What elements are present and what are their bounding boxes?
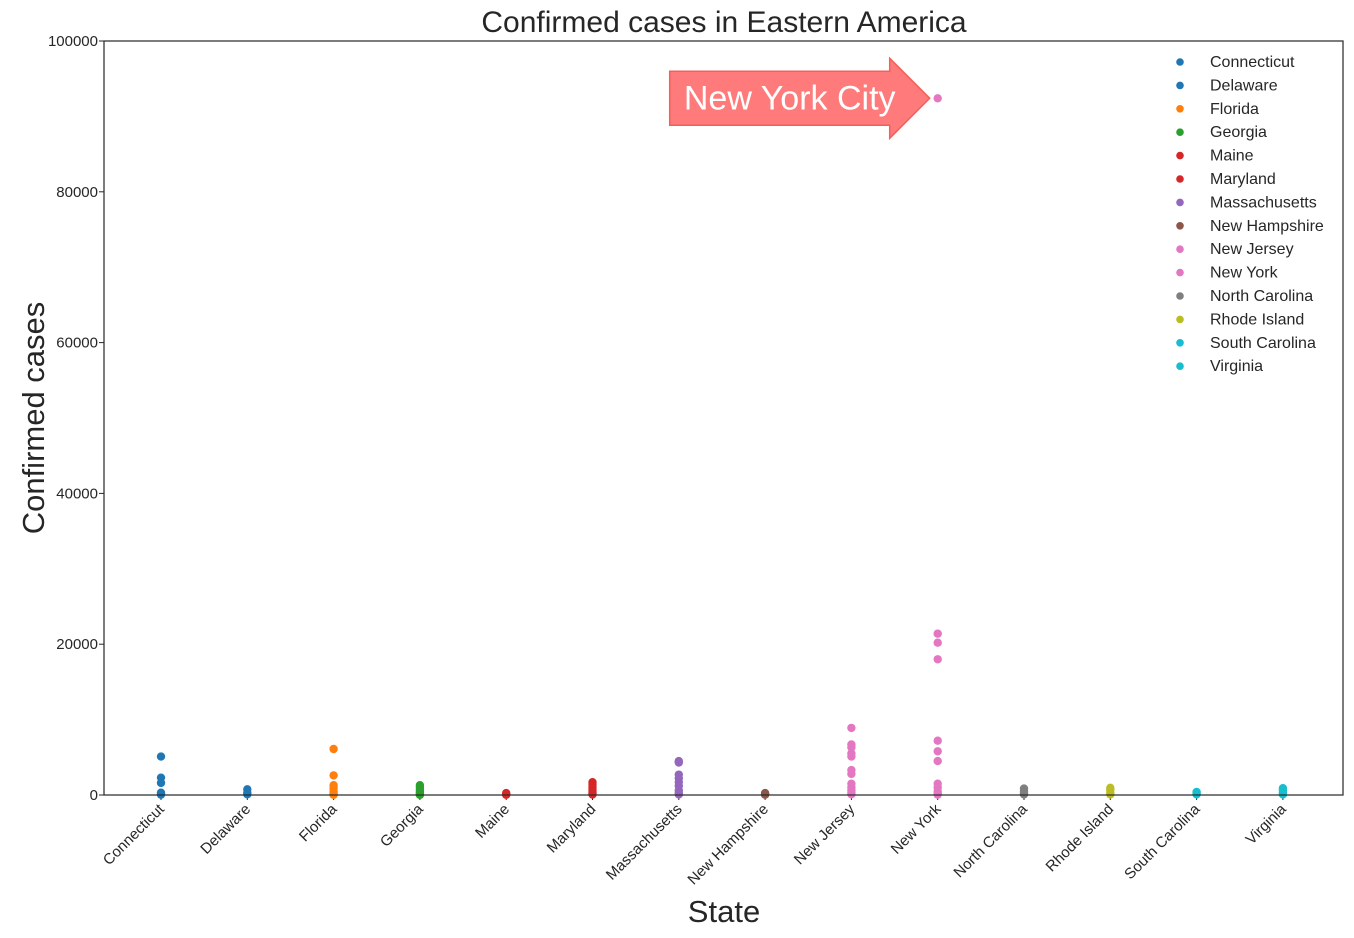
data-point (847, 723, 856, 733)
data-point (933, 747, 942, 756)
data-point (933, 94, 942, 103)
legend-marker (1176, 105, 1184, 113)
data-point (847, 790, 856, 799)
legend-label: New Hampshire (1210, 218, 1324, 235)
legend-marker (1176, 128, 1184, 136)
x-tick-label: South Carolina (1121, 800, 1204, 883)
data-point (847, 752, 856, 761)
annotation-label: New York City (684, 79, 896, 117)
data-point (933, 736, 942, 745)
data-point (329, 771, 338, 780)
annotation-arrow (668, 56, 931, 141)
y-axis-label: Confirmed cases (16, 302, 51, 535)
data-point (933, 756, 942, 766)
legend-label: Georgia (1210, 124, 1267, 141)
legend-label: Rhode Island (1210, 311, 1304, 328)
chart-title: Confirmed cases in Eastern America (481, 6, 967, 39)
x-tick-label: Delaware (197, 801, 254, 858)
legend-marker (1176, 151, 1184, 160)
data-point (674, 758, 683, 767)
x-tick-label: New Jersey (791, 800, 859, 868)
plot-frame (103, 40, 1344, 796)
data-point (847, 743, 856, 752)
legend-label: New York (1210, 265, 1279, 282)
x-tick-label: Florida (296, 800, 341, 845)
legend-label: New Jersey (1210, 241, 1294, 258)
x-tick-label: New Hampshire (684, 801, 771, 888)
y-tick-label: 60000 (56, 335, 98, 352)
legend-marker (1176, 222, 1184, 230)
legend-label: Delaware (1210, 77, 1278, 94)
legend-label: Connecticut (1210, 54, 1295, 71)
y-ticks: 0 20000 40000 60000 80000 100000 (48, 33, 104, 804)
legend-marker (1176, 315, 1184, 324)
legend-marker (1176, 245, 1184, 253)
data-point (1192, 790, 1201, 799)
legend-label: Florida (1210, 101, 1259, 118)
x-axis-label: State (688, 894, 760, 929)
legend-marker (1176, 268, 1184, 277)
x-ticks: Connecticut Delaware Florida Georgia Maine Ma… (100, 795, 1290, 888)
y-tick-label: 20000 (56, 636, 98, 653)
data-point (1019, 790, 1029, 799)
y-tick-label: 40000 (56, 485, 98, 502)
x-tick-label: Rhode Island (1043, 801, 1118, 876)
legend-marker (1176, 362, 1184, 371)
legend-label: South Carolina (1210, 335, 1316, 352)
legend-label: Virginia (1210, 358, 1263, 375)
data-point (847, 769, 856, 779)
legend-marker (1176, 81, 1184, 90)
data-point (933, 655, 942, 664)
x-tick-label: Georgia (377, 800, 427, 850)
y-tick-label: 0 (90, 787, 98, 804)
legend-marker (1176, 175, 1184, 183)
data-point (933, 629, 942, 638)
legend-marker (1176, 339, 1184, 347)
legend-label: Maryland (1210, 171, 1276, 188)
data-point (1278, 790, 1288, 799)
legend-marker (1176, 292, 1184, 300)
legend-label: North Carolina (1210, 288, 1313, 305)
y-tick-label: 80000 (56, 184, 98, 201)
x-tick-label: Massachusetts (603, 801, 686, 884)
data-point (329, 744, 338, 754)
legend-marker (1176, 58, 1184, 66)
legend-marker (1176, 198, 1184, 207)
legend-label: Maine (1210, 148, 1254, 165)
y-tick-label: 100000 (48, 33, 98, 50)
data-points (156, 94, 1288, 800)
legend: Connecticut Delaware Florida Georgia Maine Ma… (1176, 54, 1324, 375)
x-tick-label: North Carolina (950, 800, 1031, 881)
x-tick-label: Virginia (1243, 800, 1291, 848)
data-point (1106, 790, 1115, 799)
data-point (156, 778, 166, 788)
data-point (243, 790, 252, 799)
data-point (674, 790, 683, 799)
data-point (933, 638, 942, 647)
legend-label: Massachusetts (1210, 194, 1317, 211)
x-tick-label: Connecticut (100, 800, 169, 869)
x-tick-label: New York (888, 800, 945, 857)
data-point (156, 752, 166, 761)
annotation: New York City (668, 56, 931, 141)
x-tick-label: Maine (472, 801, 513, 842)
x-tick-label: Maryland (544, 801, 600, 857)
